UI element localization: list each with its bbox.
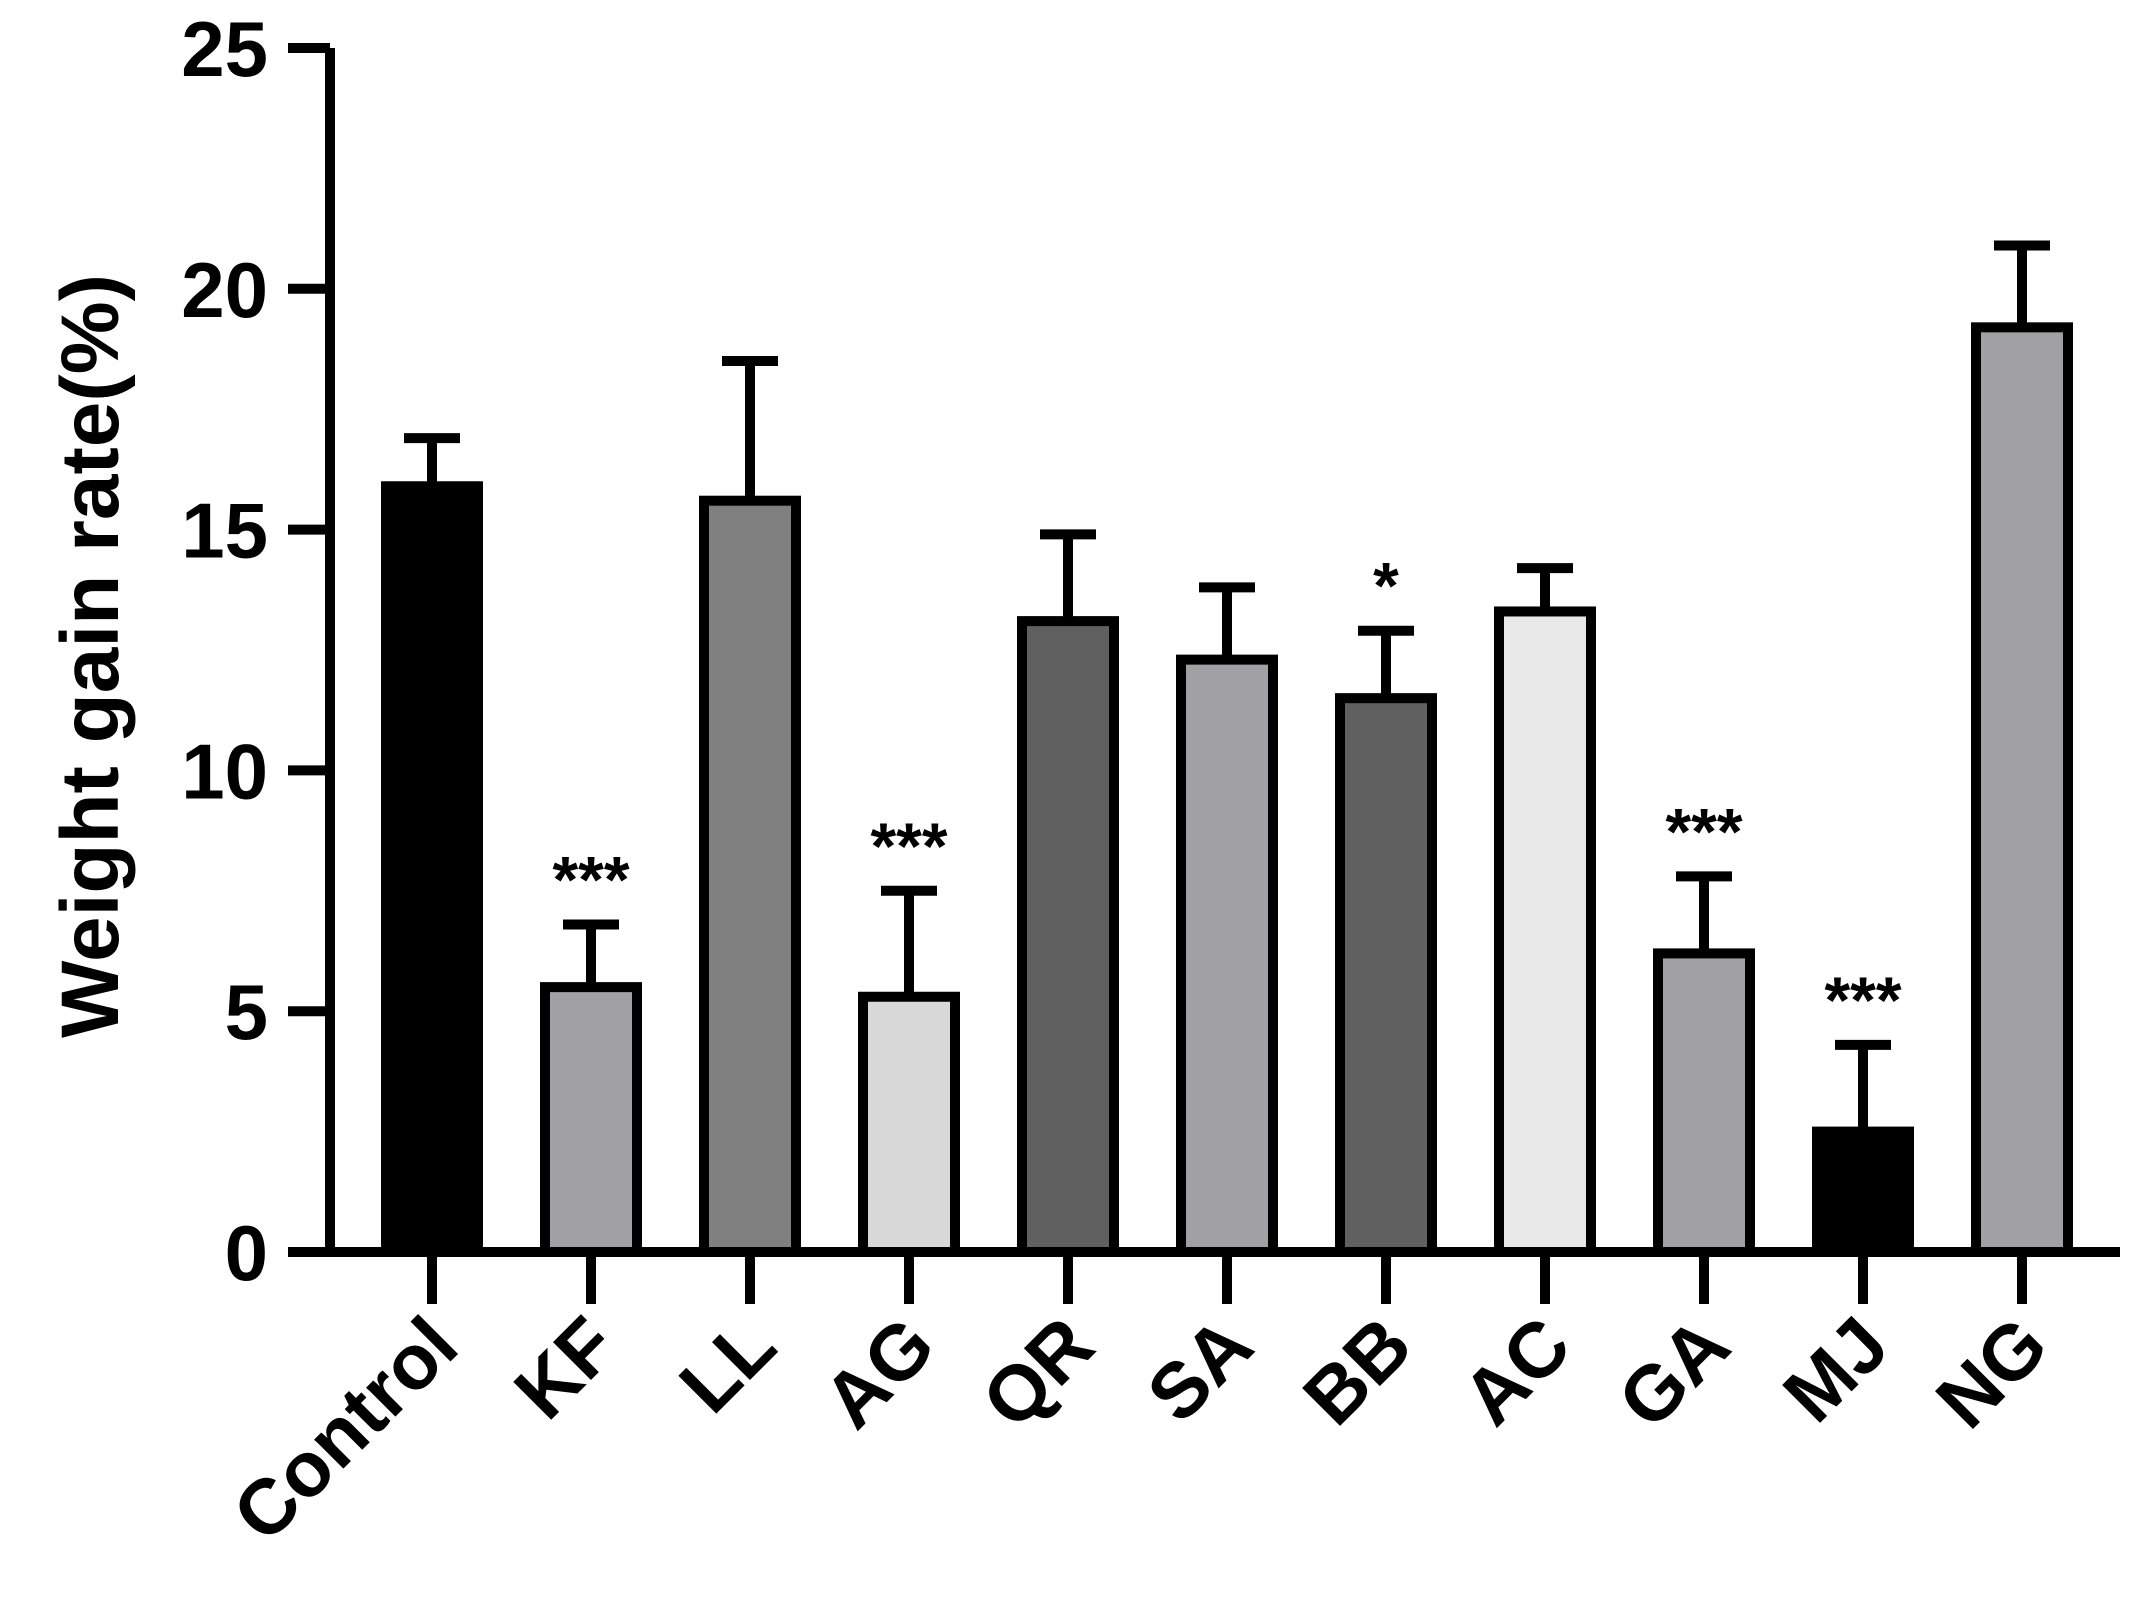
y-tick-label: 15 [181,487,268,575]
y-tick-label: 5 [225,968,268,1056]
category-label: BB [1286,1300,1428,1442]
significance-label: *** [870,809,947,883]
y-tick-label: 10 [181,727,268,815]
significance-label: *** [1824,963,1901,1037]
category-label: Control [216,1300,474,1558]
category-label: KF [497,1300,633,1436]
category-label: QR [965,1300,1110,1445]
category-label: MJ [1766,1300,1905,1439]
bar-mj [1812,1126,1914,1257]
y-tick-label: 0 [225,1209,268,1297]
category-label: SA [1130,1300,1269,1439]
y-tick-label: 20 [181,246,268,334]
bar-control [381,481,483,1258]
bars [381,240,2073,1258]
category-label: LL [662,1300,792,1430]
bar-kf [540,982,642,1257]
bar-qr [1017,616,1119,1257]
y-axis-title: Weight gain rate(%) [45,274,136,1038]
significance-label: *** [552,843,629,917]
bar-ac [1494,606,1596,1257]
bar-ag [858,991,960,1258]
bar-ll [699,495,801,1258]
significance-label: * [1373,549,1399,623]
y-tick-label: 25 [181,5,268,93]
significance-label: *** [1665,794,1742,868]
category-label: NG [1919,1300,2064,1445]
category-label: AC [1445,1300,1587,1442]
bar-sa [1176,654,1278,1257]
bar-ng [1971,322,2073,1257]
category-label: GA [1601,1300,1746,1445]
bar-bb [1335,693,1437,1257]
bar-ga [1653,948,1755,1258]
category-label: AG [806,1300,951,1445]
